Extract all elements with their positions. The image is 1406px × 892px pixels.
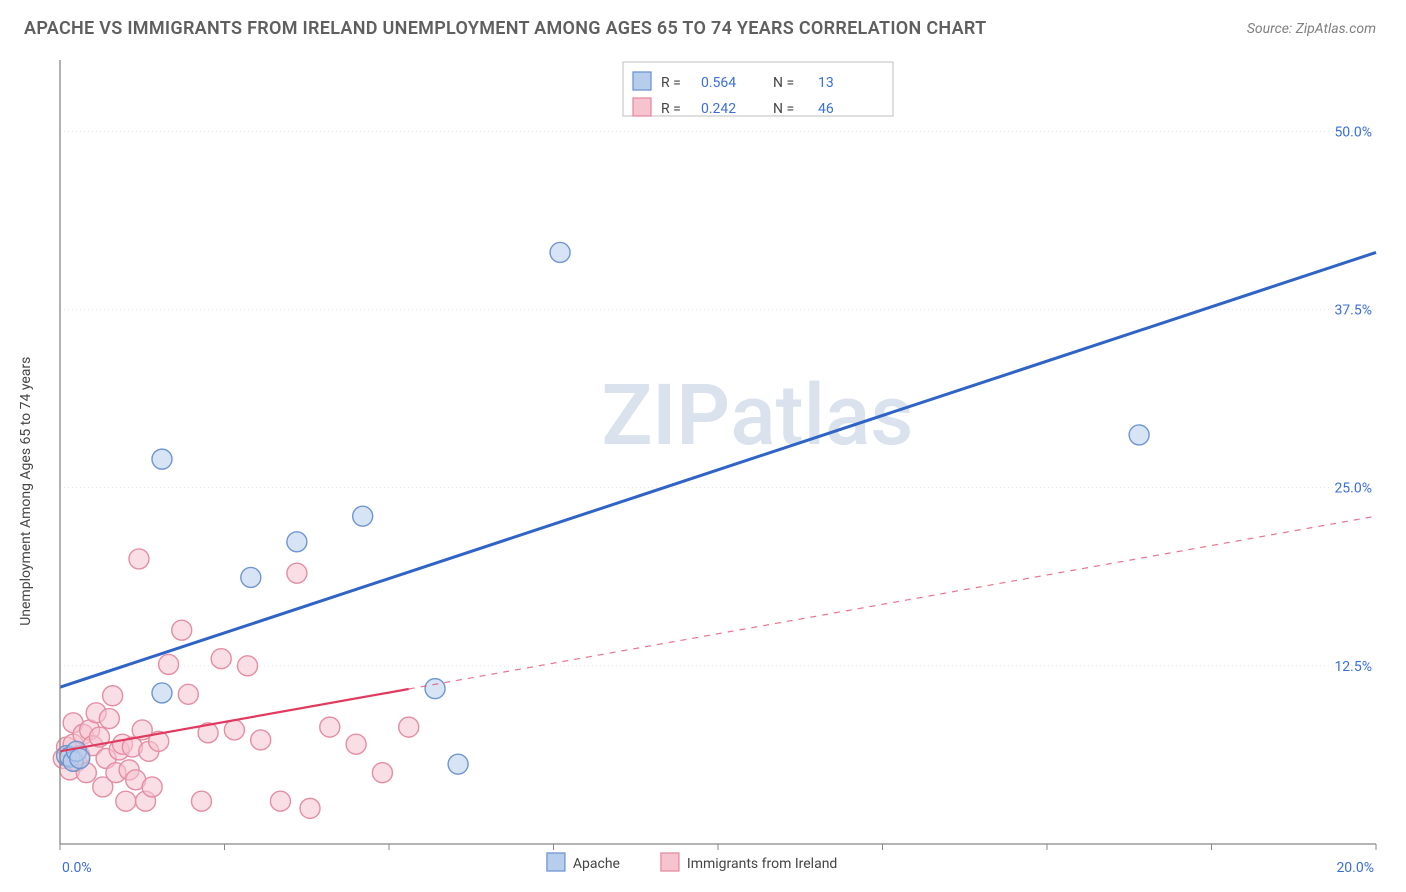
scatter-point (300, 798, 320, 818)
y-tick-label: 50.0% (1334, 124, 1372, 140)
scatter-point (270, 791, 290, 811)
y-tick-label: 25.0% (1334, 481, 1372, 497)
svg-text:0.564: 0.564 (701, 75, 736, 91)
scatter-point (129, 549, 149, 569)
svg-text:0.242: 0.242 (701, 101, 736, 117)
scatter-point (1129, 425, 1149, 445)
y-tick-label: 37.5% (1334, 302, 1372, 318)
legend-series: Apache Immigrants from Ireland (547, 853, 837, 872)
scatter-point (353, 506, 373, 526)
x-tick-label: 0.0% (62, 860, 92, 876)
scatter-point (399, 717, 419, 737)
trend-line-extension (409, 516, 1376, 689)
scatter-point (103, 686, 123, 706)
scatter-point (191, 791, 211, 811)
scatter-point (550, 242, 570, 262)
scatter-point (152, 449, 172, 469)
scatter-point (287, 563, 307, 583)
scatter-point (241, 567, 261, 587)
scatter-point (372, 763, 392, 783)
scatter-point (142, 777, 162, 797)
svg-text:R =: R = (661, 75, 681, 91)
svg-text:46: 46 (818, 101, 834, 117)
scatter-point (70, 748, 90, 768)
svg-text:N =: N = (773, 75, 794, 91)
scatter-point (159, 654, 179, 674)
source-label: Source: ZipAtlas.com (1247, 21, 1376, 37)
svg-text:N =: N = (773, 101, 794, 117)
scatter-point (172, 620, 192, 640)
trend-line (60, 252, 1376, 687)
legend-label: Immigrants from Ireland (687, 856, 837, 872)
scatter-point (251, 730, 271, 750)
scatter-point (346, 734, 366, 754)
legend-label: Apache (573, 856, 620, 872)
correlation-chart: 12.5% 25.0% 37.5% 50.0% ZIPatlas 0.0% 20.0% Une… (10, 50, 1396, 882)
x-tick-label: 20.0% (1336, 860, 1374, 876)
scatter-point (320, 717, 340, 737)
chart-title: APACHE VS IMMIGRANTS FROM IRELAND UNEMPL… (24, 18, 986, 39)
legend-swatch (633, 98, 651, 116)
legend-swatch (633, 72, 651, 90)
svg-text:R =: R = (661, 101, 681, 117)
svg-text:13: 13 (818, 75, 834, 91)
scatter-point (152, 683, 172, 703)
scatter-point (99, 709, 119, 729)
scatter-point (224, 720, 244, 740)
watermark: ZIPatlas (601, 366, 913, 465)
scatter-point (287, 532, 307, 552)
scatter-point (425, 679, 445, 699)
scatter-point (448, 754, 468, 774)
legend-swatch (661, 853, 679, 871)
y-tick-label: 12.5% (1334, 659, 1372, 675)
scatter-point (116, 791, 136, 811)
scatter-point (211, 649, 231, 669)
legend-stats: R = 0.564 N = 13 R = 0.242 N = 46 (623, 62, 893, 117)
scatter-point (178, 684, 198, 704)
y-axis-label: Unemployment Among Ages 65 to 74 years (18, 357, 34, 626)
legend-swatch (547, 853, 565, 871)
scatter-point (238, 656, 258, 676)
